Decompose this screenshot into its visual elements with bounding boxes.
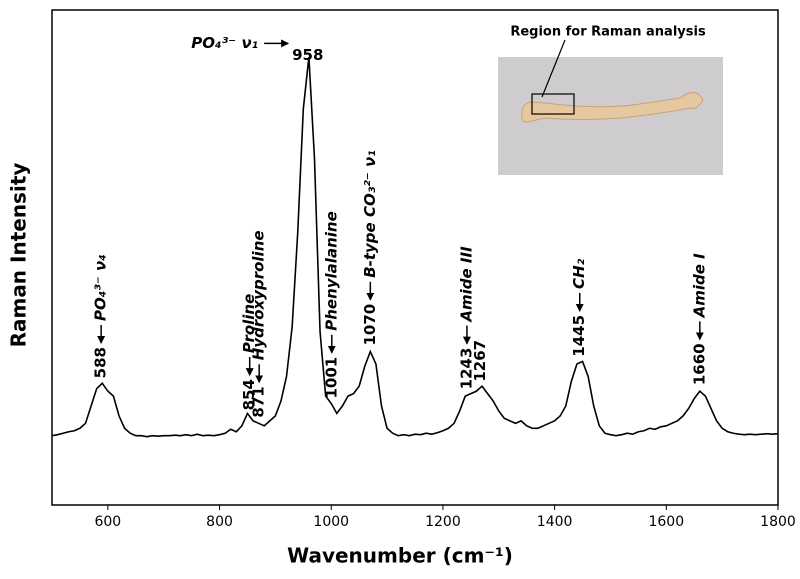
peak-name: Amide III: [457, 246, 475, 323]
peak-annotation: 1267: [471, 340, 489, 382]
peak-name: Hydroxyproline: [250, 230, 268, 360]
peak-label: 1267: [471, 340, 489, 382]
x-tick-label: 800: [206, 514, 233, 530]
y-axis-title: Raman Intensity: [7, 163, 31, 348]
peak-label: 588: [92, 347, 110, 378]
x-tick-label: 1200: [425, 514, 461, 530]
x-tick-label: 1600: [648, 514, 684, 530]
x-tick-label: 600: [94, 514, 121, 530]
x-tick-label: 1800: [760, 514, 796, 530]
peak-name: PO₄³⁻ ν₁: [191, 34, 258, 52]
inset-label: Region for Raman analysis: [510, 25, 706, 40]
inset-photo: [498, 39, 723, 175]
peak-annotation: 1445 CH₂: [570, 258, 588, 356]
peak-name: PO₄³⁻ ν₄: [92, 254, 110, 321]
peak-label: 854: [240, 379, 258, 410]
peak-label: 958: [292, 46, 323, 64]
x-tick-label: 1000: [313, 514, 349, 530]
peak-label: 1001: [322, 357, 340, 399]
peak-name: CH₂: [570, 258, 588, 289]
peak-annotation: 1660 Amide I: [690, 253, 708, 385]
peak-label: 1660: [690, 343, 708, 385]
peak-name: Phenylalanine: [322, 211, 340, 331]
peak-annotation: 1070 B-type CO₃²⁻ ν₁: [361, 150, 379, 345]
peak-label: 871: [250, 386, 268, 417]
peak-annotation: 1001 Phenylalanine: [322, 211, 340, 398]
x-axis-title: Wavenumber (cm⁻¹): [287, 544, 513, 568]
peak-annotation: 854 Proline: [240, 294, 258, 411]
peak-name: Proline: [240, 294, 258, 353]
peak-annotation: 588 PO₄³⁻ ν₄: [92, 254, 110, 378]
peak-name: B-type CO₃²⁻ ν₁: [361, 150, 379, 278]
x-tick-label: 1400: [537, 514, 573, 530]
peak-label: 1445: [570, 315, 588, 357]
peak-annotation: 1243 Amide III: [457, 246, 475, 389]
peak-name: Amide I: [690, 253, 708, 319]
spectrum-line: [51, 56, 779, 438]
peak-label: 1070: [361, 304, 379, 346]
peak-label: 1243: [457, 348, 475, 390]
plot-frame: [51, 9, 779, 506]
peak-annotation: 871 Hydroxyproline: [250, 230, 268, 417]
